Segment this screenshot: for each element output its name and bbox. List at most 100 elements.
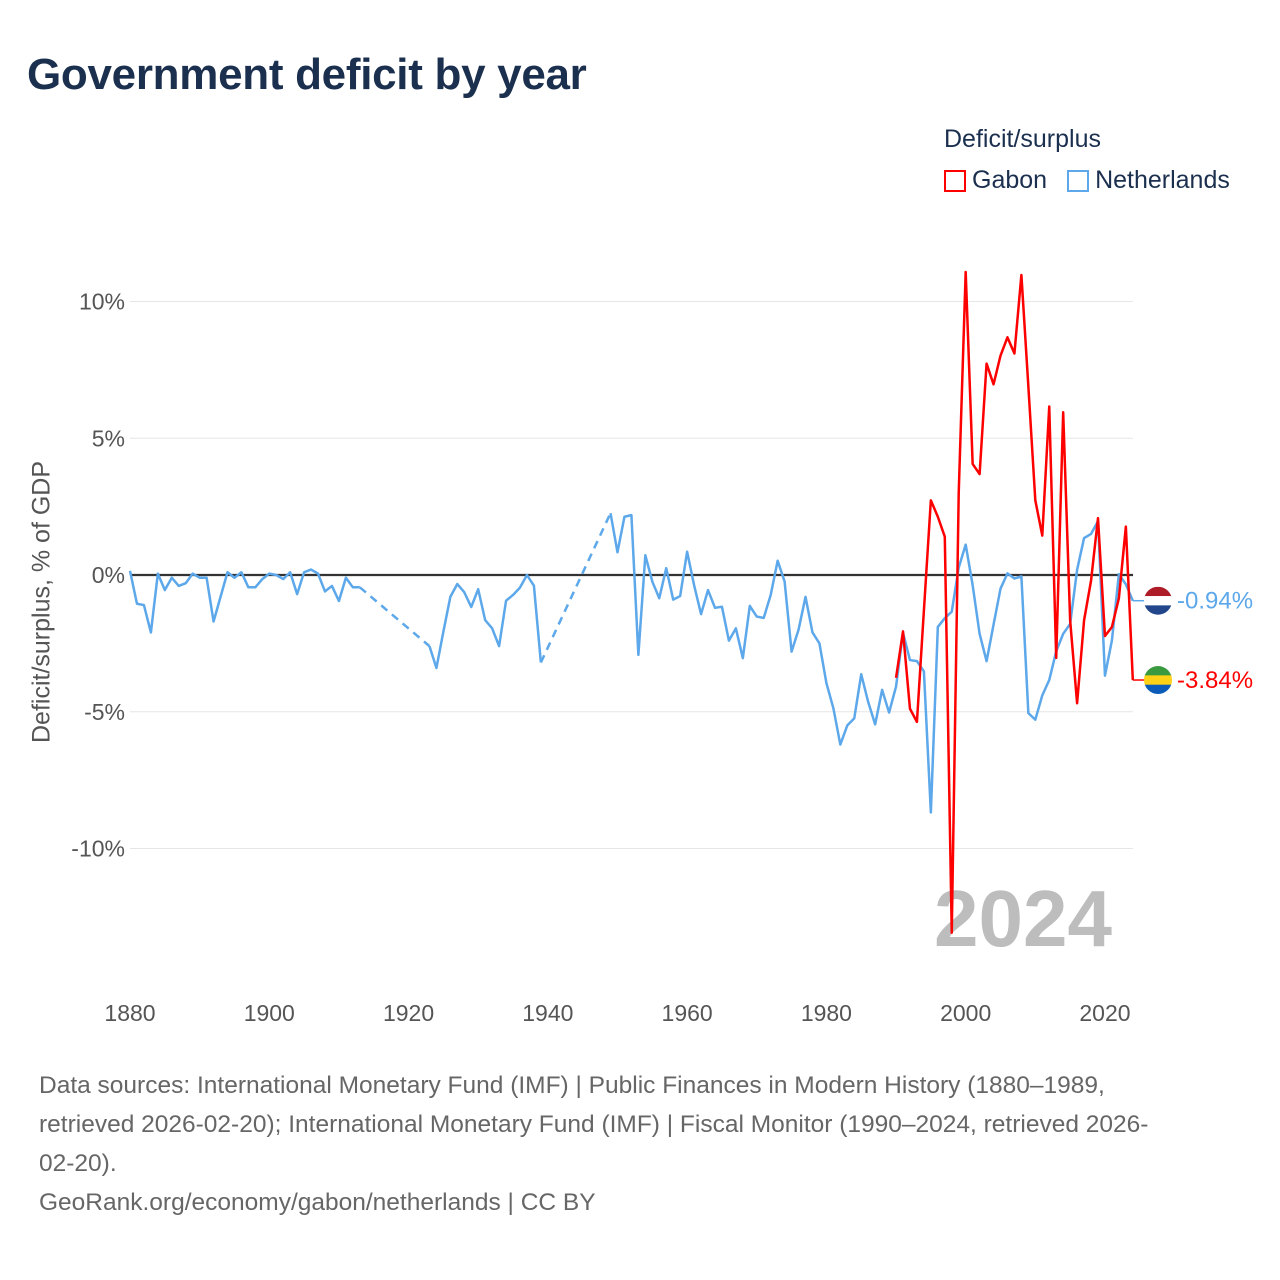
netherlands-data-point[interactable] [244,583,252,591]
netherlands-data-point[interactable] [948,608,956,616]
netherlands-data-point[interactable] [620,513,628,521]
legend-item-netherlands[interactable]: Netherlands [1067,166,1230,195]
netherlands-data-point[interactable] [732,624,740,632]
gabon-data-point[interactable] [899,627,907,635]
netherlands-data-point[interactable] [537,659,545,667]
gabon-data-point[interactable] [906,705,914,713]
gabon-data-point[interactable] [1087,577,1095,585]
netherlands-data-point[interactable] [739,654,747,662]
netherlands-data-point[interactable] [697,610,705,618]
netherlands-data-point[interactable] [1087,530,1095,538]
netherlands-data-point[interactable] [676,592,684,600]
netherlands-data-point[interactable] [509,591,517,599]
netherlands-data-point[interactable] [328,582,336,590]
netherlands-data-point[interactable] [815,639,823,647]
netherlands-data-point[interactable] [864,698,872,706]
netherlands-data-point[interactable] [210,617,218,625]
gabon-data-point[interactable] [1066,616,1074,624]
netherlands-data-point[interactable] [969,581,977,589]
netherlands-data-point[interactable] [892,683,900,691]
netherlands-data-point[interactable] [829,704,837,712]
netherlands-data-point[interactable] [683,548,691,556]
netherlands-data-point[interactable] [1101,672,1109,680]
gabon-data-point[interactable] [927,496,935,504]
netherlands-data-point[interactable] [725,637,733,645]
netherlands-data-point[interactable] [627,511,635,519]
gabon-data-point[interactable] [1080,616,1088,624]
netherlands-data-point[interactable] [641,551,649,559]
netherlands-data-point[interactable] [314,570,322,578]
netherlands-data-point[interactable] [1073,566,1081,574]
netherlands-data-point[interactable] [976,630,984,638]
gabon-data-point[interactable] [1045,403,1053,411]
netherlands-data-point[interactable] [196,574,204,582]
netherlands-data-point[interactable] [217,593,225,601]
netherlands-data-point[interactable] [251,583,259,591]
netherlands-data-point[interactable] [871,720,879,728]
gabon-data-point[interactable] [948,929,956,937]
netherlands-data-point[interactable] [349,583,357,591]
netherlands-data-point[interactable] [767,591,775,599]
netherlands-data-point[interactable] [1045,676,1053,684]
gabon-data-point[interactable] [976,470,984,478]
netherlands-data-point[interactable] [439,628,447,636]
netherlands-data-point[interactable] [718,603,726,611]
gabon-data-point[interactable] [920,607,928,615]
gabon-data-point[interactable] [1017,271,1025,279]
netherlands-data-point[interactable] [781,578,789,586]
netherlands-data-point[interactable] [523,571,531,579]
gabon-data-point[interactable] [1122,523,1130,531]
netherlands-data-point[interactable] [843,721,851,729]
netherlands-data-point[interactable] [802,593,810,601]
netherlands-data-point[interactable] [850,714,858,722]
netherlands-data-point[interactable] [1059,630,1067,638]
netherlands-data-point[interactable] [182,579,190,587]
gabon-data-point[interactable] [955,489,963,497]
netherlands-data-point[interactable] [495,642,503,650]
netherlands-data-point[interactable] [760,614,768,622]
netherlands-data-point[interactable] [516,584,524,592]
gabon-data-point[interactable] [1031,496,1039,504]
netherlands-data-point[interactable] [669,596,677,604]
gabon-data-point[interactable] [969,460,977,468]
netherlands-data-point[interactable] [175,582,183,590]
gabon-data-point[interactable] [1052,654,1060,662]
netherlands-data-point[interactable] [356,583,364,591]
netherlands-data-point[interactable] [342,574,350,582]
netherlands-data-point[interactable] [788,648,796,656]
netherlands-data-point[interactable] [655,594,663,602]
netherlands-data-point[interactable] [746,602,754,610]
gabon-data-point[interactable] [892,674,900,682]
netherlands-data-point[interactable] [906,656,914,664]
legend-item-gabon[interactable]: Gabon [944,166,1047,195]
netherlands-data-point[interactable] [753,613,761,621]
netherlands-data-point[interactable] [690,581,698,589]
netherlands-data-point[interactable] [237,568,245,576]
netherlands-data-point[interactable] [1031,716,1039,724]
netherlands-data-point[interactable] [1010,575,1018,583]
netherlands-data-point[interactable] [607,509,615,517]
attribution-link[interactable]: GeoRank.org/economy/gabon/netherlands | … [39,1189,596,1216]
netherlands-data-point[interactable] [230,574,238,582]
netherlands-data-point[interactable] [279,575,287,583]
gabon-data-point[interactable] [983,360,991,368]
netherlands-data-point[interactable] [1038,691,1046,699]
netherlands-data-point[interactable] [1003,569,1011,577]
netherlands-data-point[interactable] [223,568,231,576]
gabon-data-point[interactable] [1024,382,1032,390]
netherlands-data-point[interactable] [662,564,670,572]
netherlands-data-point[interactable] [446,593,454,601]
gabon-data-point[interactable] [990,380,998,388]
netherlands-data-point[interactable] [133,600,141,608]
netherlands-data-point[interactable] [258,575,266,583]
gabon-data-point[interactable] [997,352,1005,360]
netherlands-data-point[interactable] [1017,572,1025,580]
gabon-data-point[interactable] [941,533,949,541]
netherlands-data-point[interactable] [502,597,510,605]
gabon-data-point[interactable] [1003,333,1011,341]
netherlands-data-point[interactable] [774,557,782,565]
netherlands-data-point[interactable] [293,590,301,598]
gabon-data-point[interactable] [1073,699,1081,707]
netherlands-data-point[interactable] [885,709,893,717]
netherlands-data-point[interactable] [265,570,273,578]
